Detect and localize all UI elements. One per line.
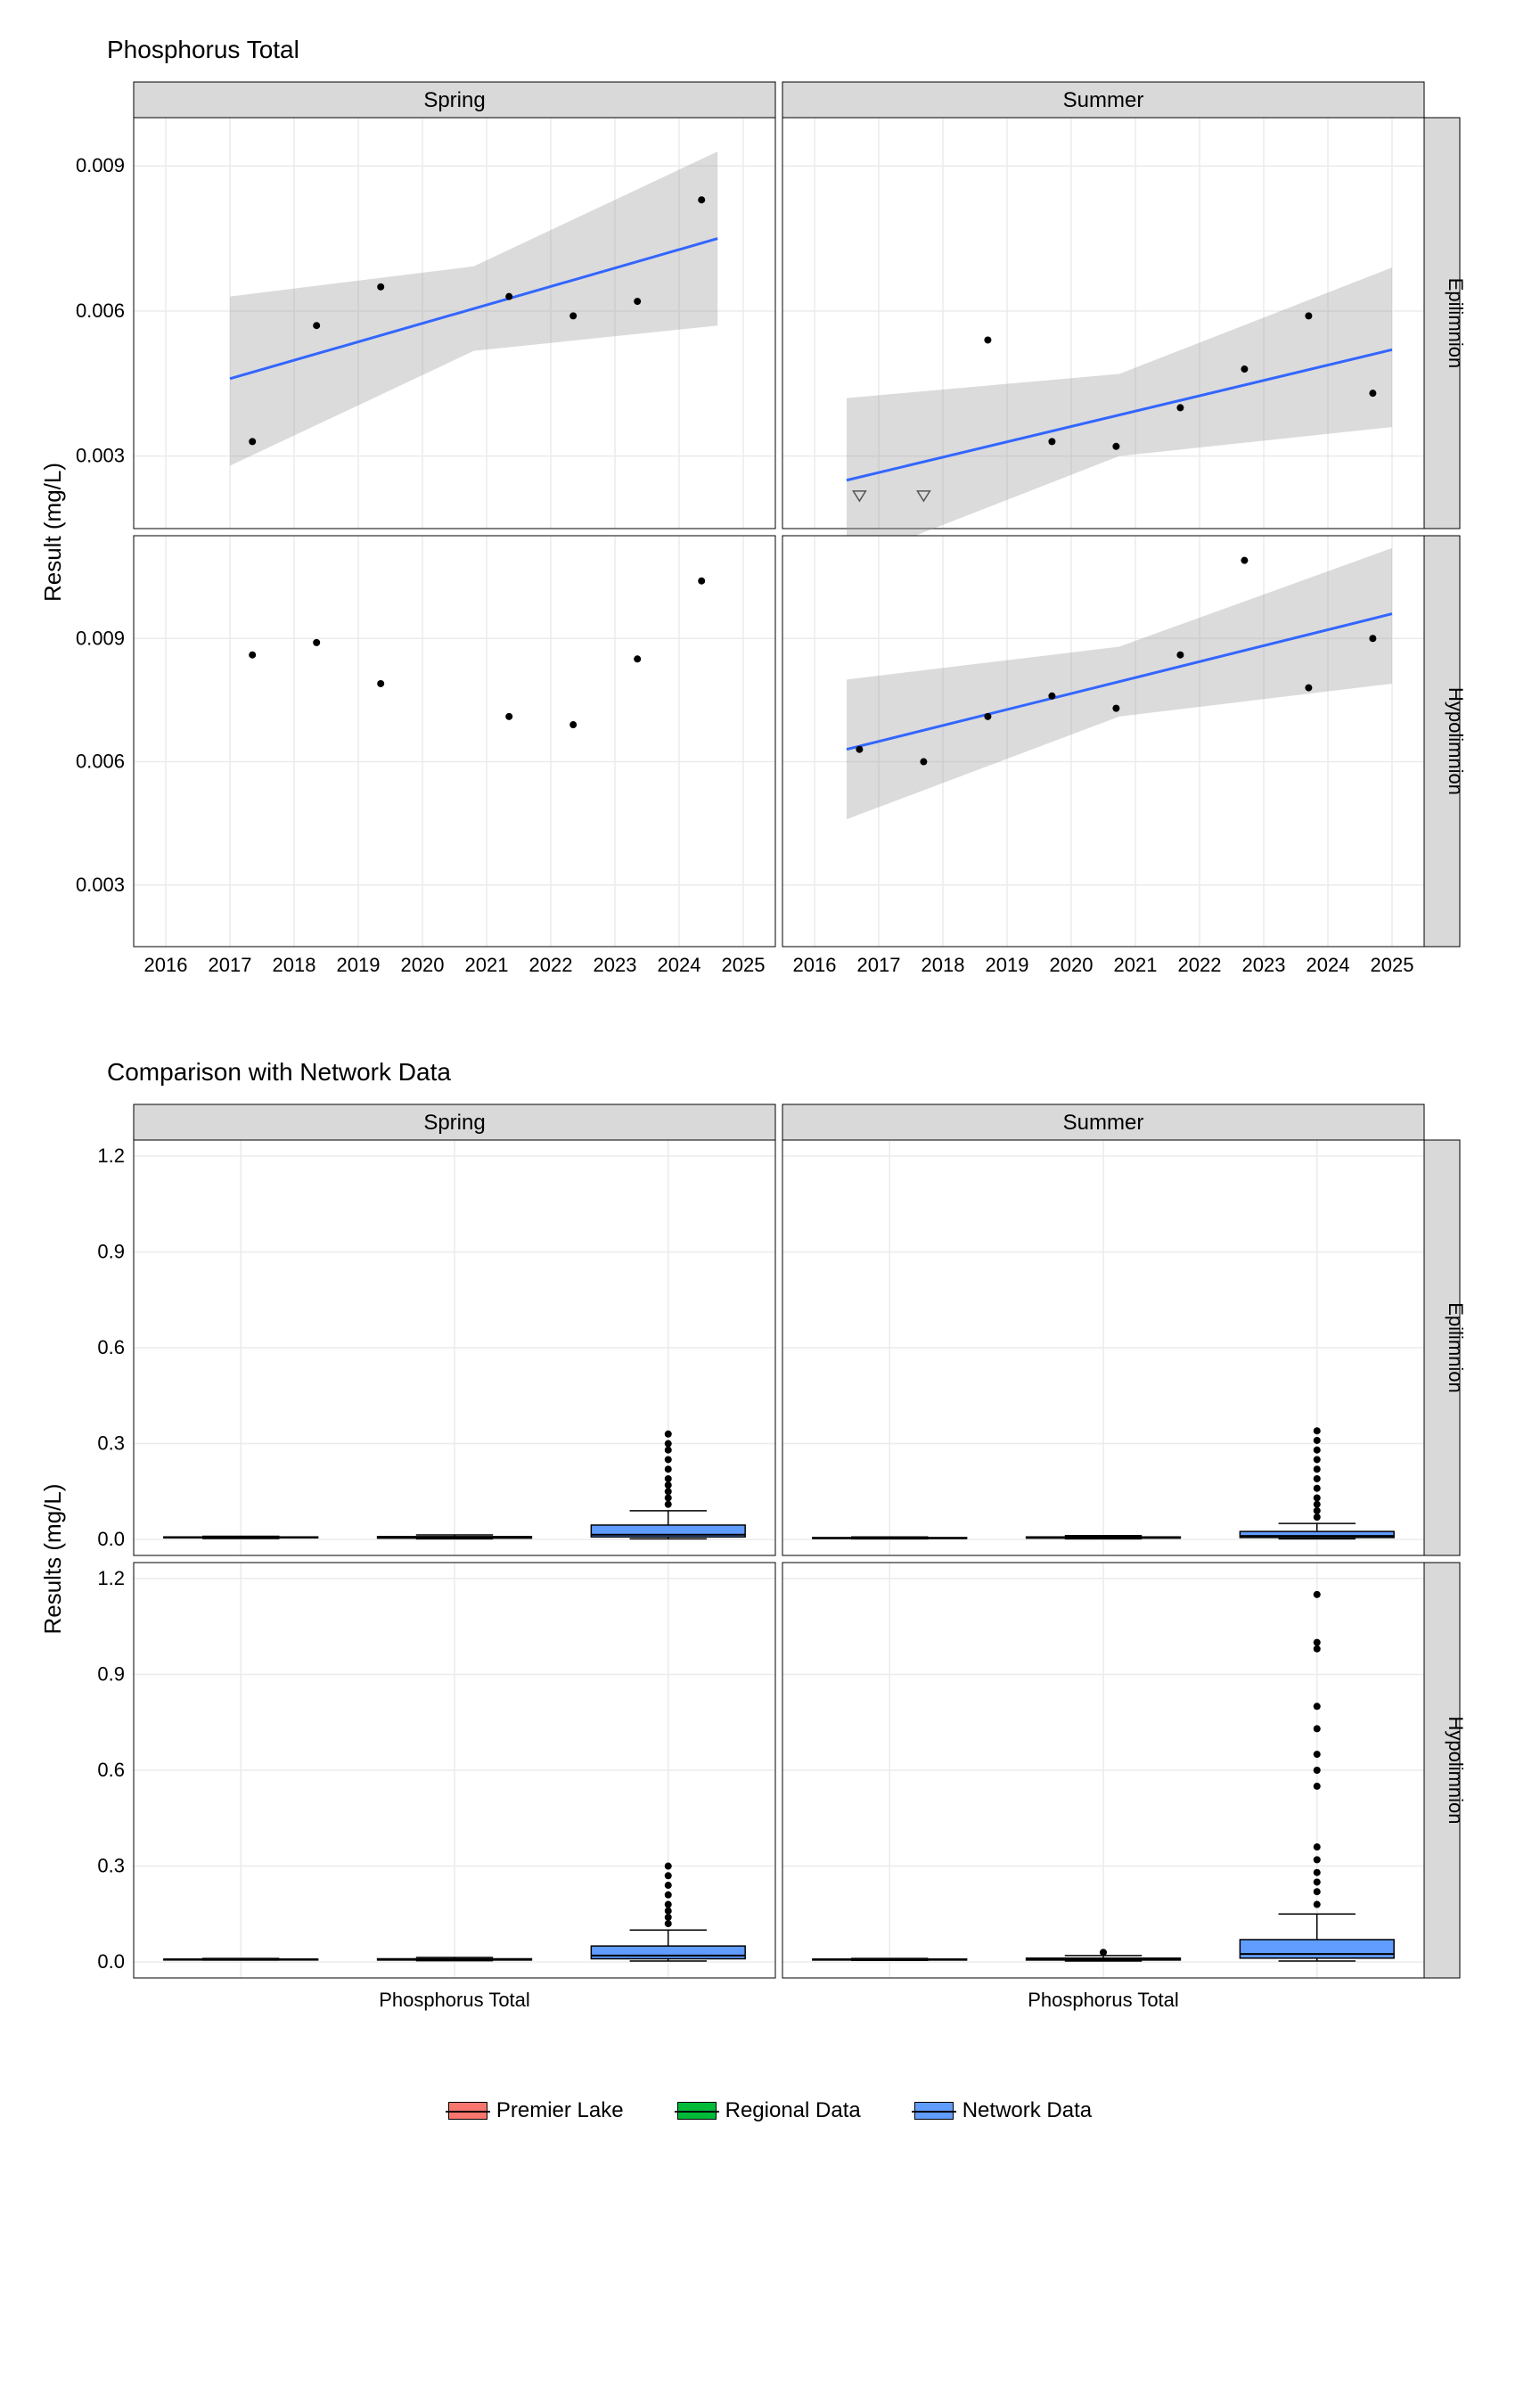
phosphorus-facet-chart: Phosphorus Total Result (mg/L) Spring Summ… bbox=[36, 36, 1504, 1005]
svg-text:2023: 2023 bbox=[1242, 954, 1286, 976]
legend-item-premier: Premier Lake bbox=[448, 2098, 624, 2123]
svg-text:2016: 2016 bbox=[144, 954, 188, 976]
legend-item-regional: Regional Data bbox=[677, 2098, 861, 2123]
svg-text:2018: 2018 bbox=[922, 954, 965, 976]
legend-key-regional bbox=[677, 2102, 717, 2120]
svg-text:Results (mg/L): Results (mg/L) bbox=[39, 1483, 66, 1634]
svg-text:0.0: 0.0 bbox=[97, 1950, 125, 1973]
svg-text:Hypolimnion: Hypolimnion bbox=[1445, 687, 1467, 795]
chart2-title: Comparison with Network Data bbox=[107, 1058, 1504, 1087]
svg-text:2018: 2018 bbox=[273, 954, 316, 976]
svg-text:2022: 2022 bbox=[529, 954, 573, 976]
svg-text:2020: 2020 bbox=[1050, 954, 1094, 976]
chart2-svg: Results (mg/L) Spring Summer Epilimnion Hypo… bbox=[36, 1095, 1504, 2040]
svg-text:1.2: 1.2 bbox=[97, 1567, 125, 1589]
svg-text:0.006: 0.006 bbox=[76, 300, 125, 322]
svg-text:2019: 2019 bbox=[986, 954, 1029, 976]
svg-text:0.9: 0.9 bbox=[97, 1240, 125, 1262]
legend-item-network: Network Data bbox=[914, 2098, 1092, 2123]
svg-text:2024: 2024 bbox=[1307, 954, 1350, 976]
svg-text:0.6: 0.6 bbox=[97, 1336, 125, 1358]
svg-text:0.009: 0.009 bbox=[76, 154, 125, 176]
svg-text:2025: 2025 bbox=[722, 954, 766, 976]
svg-text:Summer: Summer bbox=[1063, 88, 1144, 112]
svg-text:2025: 2025 bbox=[1371, 954, 1414, 976]
svg-text:Phosphorus Total: Phosphorus Total bbox=[379, 1989, 530, 2011]
svg-text:2021: 2021 bbox=[1114, 954, 1158, 976]
svg-text:Hypolimnion: Hypolimnion bbox=[1445, 1716, 1467, 1824]
svg-text:2023: 2023 bbox=[594, 954, 637, 976]
svg-text:0.003: 0.003 bbox=[76, 445, 125, 467]
legend-key-network bbox=[914, 2102, 954, 2120]
legend-key-premier bbox=[448, 2102, 487, 2120]
svg-text:2021: 2021 bbox=[465, 954, 509, 976]
chart1-title: Phosphorus Total bbox=[107, 36, 1504, 64]
comparison-boxplot-chart: Comparison with Network Data Results (mg… bbox=[36, 1058, 1504, 2045]
svg-text:0.003: 0.003 bbox=[76, 874, 125, 896]
svg-text:0.9: 0.9 bbox=[97, 1662, 125, 1685]
svg-text:0.3: 0.3 bbox=[97, 1432, 125, 1455]
svg-text:0.3: 0.3 bbox=[97, 1855, 125, 1877]
svg-text:0.009: 0.009 bbox=[76, 627, 125, 649]
svg-text:2020: 2020 bbox=[401, 954, 445, 976]
svg-text:0.0: 0.0 bbox=[97, 1528, 125, 1550]
svg-text:2017: 2017 bbox=[857, 954, 901, 976]
svg-text:0.6: 0.6 bbox=[97, 1759, 125, 1781]
svg-text:2022: 2022 bbox=[1178, 954, 1222, 976]
legend-label: Regional Data bbox=[725, 2098, 861, 2123]
svg-text:Summer: Summer bbox=[1063, 1111, 1144, 1135]
svg-text:2016: 2016 bbox=[793, 954, 837, 976]
legend-label: Network Data bbox=[962, 2098, 1092, 2123]
svg-text:2019: 2019 bbox=[337, 954, 381, 976]
svg-text:0.006: 0.006 bbox=[76, 751, 125, 773]
chart1-svg: Result (mg/L) Spring Summer Epilimnion Hypol… bbox=[36, 73, 1504, 1000]
svg-text:Epilimnion: Epilimnion bbox=[1445, 1302, 1467, 1393]
legend-label: Premier Lake bbox=[496, 2098, 624, 2123]
svg-text:2024: 2024 bbox=[658, 954, 701, 976]
legend: Premier Lake Regional Data Network Data bbox=[36, 2098, 1504, 2123]
svg-text:1.2: 1.2 bbox=[97, 1145, 125, 1167]
svg-text:2017: 2017 bbox=[209, 954, 252, 976]
svg-text:Epilimnion: Epilimnion bbox=[1445, 278, 1467, 369]
svg-text:Phosphorus Total: Phosphorus Total bbox=[1028, 1989, 1179, 2011]
svg-text:Spring: Spring bbox=[423, 1111, 485, 1135]
svg-text:Spring: Spring bbox=[423, 88, 485, 112]
svg-text:Result (mg/L): Result (mg/L) bbox=[39, 463, 66, 602]
